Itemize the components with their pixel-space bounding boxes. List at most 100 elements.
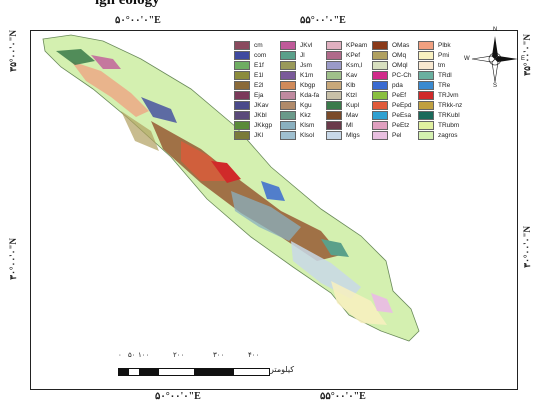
legend-item: OMql	[372, 61, 408, 70]
legend-swatch	[418, 121, 434, 130]
legend-item: Kbgp	[280, 81, 315, 90]
formation-pel	[371, 293, 393, 313]
formation-omq	[121, 111, 159, 151]
legend-swatch	[418, 51, 434, 60]
legend-item: Ksm,l	[326, 61, 362, 70]
legend-swatch	[372, 111, 388, 120]
legend-label: pda	[392, 82, 403, 89]
legend-item: cm	[234, 41, 263, 50]
legend-label: OMql	[392, 62, 408, 69]
legend-label: Jsm	[300, 62, 312, 69]
scale-tick-label: ۱۰۰	[138, 352, 150, 359]
legend-swatch	[280, 81, 296, 90]
legend-item: TRe	[418, 81, 450, 90]
formation-pe-epd	[181, 141, 227, 181]
legend-item: K1m	[280, 71, 313, 80]
legend-label: Ksm,l	[346, 62, 363, 69]
legend-item: JKbl	[234, 111, 267, 120]
legend-swatch	[234, 41, 250, 50]
legend-swatch	[280, 91, 296, 100]
legend-label: JKav	[254, 102, 269, 109]
legend-swatch	[372, 121, 388, 130]
legend-label: Kda-fa	[300, 92, 320, 99]
legend-item: TRkk-nz	[418, 101, 462, 110]
legend-label: Jl	[300, 52, 305, 59]
legend-swatch	[326, 61, 342, 70]
legend-item: Ktzl	[326, 91, 357, 100]
legend-swatch	[280, 51, 296, 60]
legend-label: TRe	[438, 82, 451, 89]
map-frame	[30, 30, 518, 390]
legend-label: Klb	[346, 82, 356, 89]
legend-swatch	[418, 71, 434, 80]
legend-swatch	[280, 121, 296, 130]
scale-tick-label: ۲۰۰	[173, 352, 185, 359]
formation-trjvm	[211, 161, 241, 183]
legend-swatch	[418, 91, 434, 100]
legend-swatch	[326, 131, 342, 140]
legend-label: PeEtz	[392, 122, 410, 129]
legend-item: Pmi	[418, 51, 449, 60]
legend-item: Klsm	[280, 121, 314, 130]
legend-item: JKkgp	[234, 121, 272, 130]
legend-label: Kbgp	[300, 82, 316, 89]
legend-swatch	[280, 71, 296, 80]
scale-tick-label: ۴۰۰	[248, 352, 260, 359]
legend-label: TRJvm	[438, 92, 459, 99]
legend-swatch	[326, 51, 342, 60]
legend-item: tm	[418, 61, 445, 70]
legend-item: OMas	[372, 41, 409, 50]
legend-label: Mlgs	[346, 132, 360, 139]
scale-unit: کیلومتر	[270, 365, 295, 374]
formation-jkvl	[91, 55, 121, 69]
graticule-left-lower: ۳۰°۰۰'۰"N	[8, 238, 18, 280]
legend-swatch	[418, 131, 434, 140]
legend-label: Klsm	[300, 122, 315, 129]
figure-caption: igh eology	[0, 0, 540, 14]
legend-item: Eja	[234, 91, 263, 100]
scale-tick-label: ۳۰۰	[213, 352, 225, 359]
legend-swatch	[372, 101, 388, 110]
legend-swatch	[418, 41, 434, 50]
legend-label: E1l	[254, 72, 264, 79]
legend-label: tm	[438, 62, 446, 69]
legend-swatch	[234, 111, 250, 120]
legend-item: OMq	[372, 51, 406, 60]
legend-label: com	[254, 52, 267, 59]
legend-label: KPeam	[346, 42, 368, 49]
geology-map	[42, 34, 420, 342]
legend-item: Klb	[326, 81, 355, 90]
legend-swatch	[372, 91, 388, 100]
formation-kupl	[56, 49, 95, 65]
legend-label: E2l	[254, 82, 264, 89]
graticule-bottom-right: ۵۵°۰۰'۰"E	[320, 391, 366, 402]
legend-swatch	[372, 81, 388, 90]
legend-item: TRdl	[418, 71, 452, 80]
legend-swatch	[280, 41, 296, 50]
compass-s: S	[493, 83, 498, 89]
legend-swatch	[234, 91, 250, 100]
legend-item: Kkz	[280, 111, 311, 120]
legend-item: E1l	[234, 71, 263, 80]
scale-tick-label: ۵۰	[128, 352, 136, 359]
legend-label: cm	[254, 42, 263, 49]
legend-label: Klsol	[300, 132, 315, 139]
legend-label: Plbk	[438, 42, 451, 49]
legend-swatch	[418, 101, 434, 110]
legend-swatch	[326, 111, 342, 120]
legend-label: KPef	[346, 52, 361, 59]
legend-item: JKl	[234, 131, 263, 140]
formation-com	[141, 97, 177, 123]
legend-swatch	[326, 41, 342, 50]
scale-tick-label: ۰	[118, 352, 122, 359]
formation-pda	[261, 181, 285, 201]
graticule-right-lower: ۳۰°۰۰'۰"N	[522, 226, 532, 268]
graticule-bottom-left: ۵۰°۰۰'۰"E	[155, 391, 201, 402]
legend-item: PeEtz	[372, 121, 409, 130]
legend-item: E1f	[234, 61, 264, 70]
legend-swatch	[326, 121, 342, 130]
legend-swatch	[372, 41, 388, 50]
legend-label: Ktzl	[346, 92, 357, 99]
legend-swatch	[326, 101, 342, 110]
legend-label: JKl	[254, 132, 264, 139]
